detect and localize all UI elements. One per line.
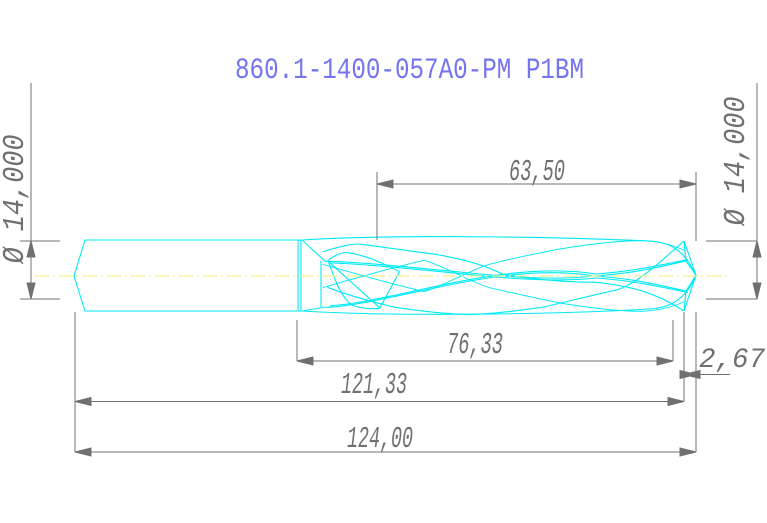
svg-text:860.1-1400-057A0-PM P1BM: 860.1-1400-057A0-PM P1BM: [235, 54, 584, 88]
svg-text:124,00: 124,00: [347, 422, 413, 457]
svg-text:Ø 14,000: Ø 14,000: [719, 97, 754, 227]
svg-text:76,33: 76,33: [447, 328, 503, 363]
svg-text:2,67: 2,67: [699, 345, 765, 376]
svg-text:121,33: 121,33: [341, 368, 407, 403]
svg-text:63,50: 63,50: [509, 155, 565, 190]
svg-text:Ø 14,000: Ø 14,000: [0, 135, 33, 265]
